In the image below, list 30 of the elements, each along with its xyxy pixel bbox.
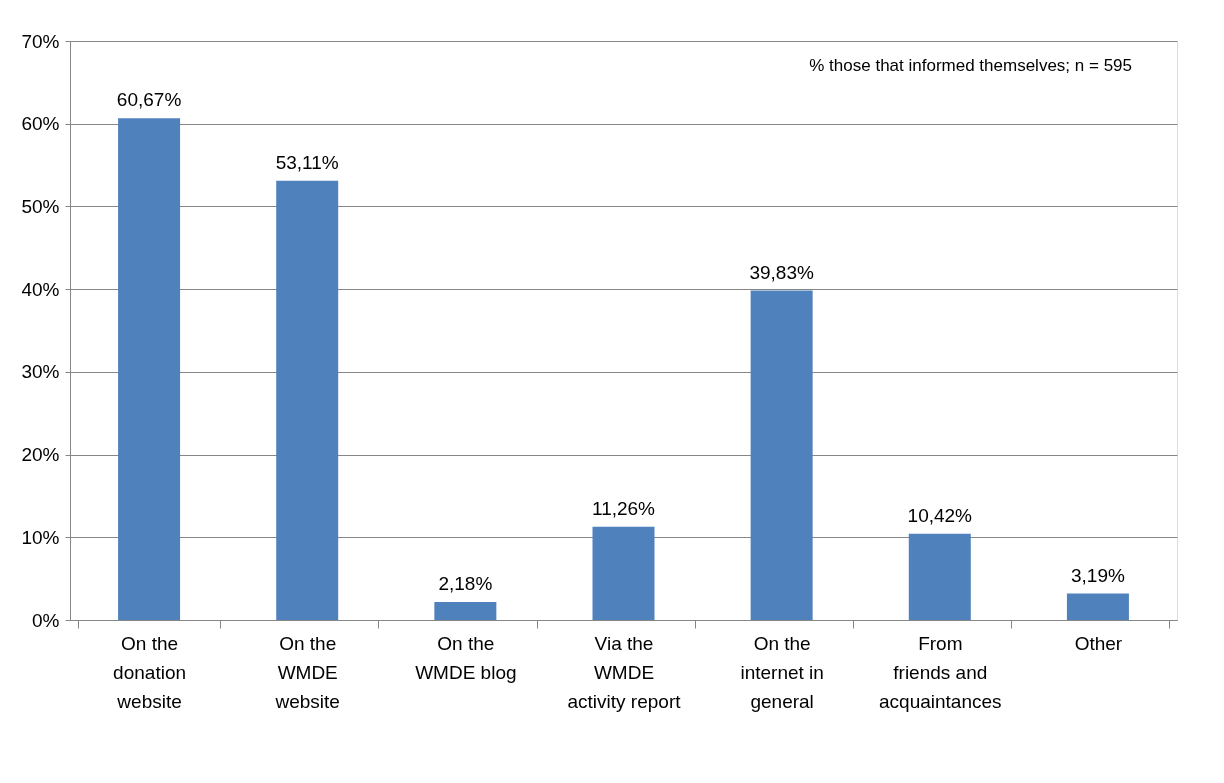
data-label: 10,42% [907, 504, 973, 526]
bar [434, 601, 497, 620]
y-tick-label: 70% [21, 30, 60, 52]
y-tick-label: 30% [21, 361, 60, 383]
data-label: 3,19% [1070, 564, 1125, 586]
bar [276, 180, 339, 620]
y-tick-label: 10% [21, 526, 60, 548]
x-tick-label: On the WMDE blog [415, 632, 517, 683]
x-tick-label: On the donation website [113, 632, 187, 712]
x-tick-label: On the internet in general [740, 632, 824, 712]
x-tick-label: From friends and acquaintances [879, 632, 1002, 712]
y-tick-label: 20% [21, 444, 60, 466]
x-tick-label: On the WMDE website [274, 632, 340, 712]
data-label: 11,26% [591, 497, 656, 519]
bar [750, 290, 813, 620]
y-tick-label: 0% [32, 609, 60, 631]
y-tick-label: 50% [21, 195, 60, 217]
y-tick-label: 40% [21, 278, 60, 300]
bar [908, 533, 971, 620]
bar [118, 118, 181, 620]
x-tick-label: Other [1074, 632, 1123, 654]
annotation: % those that informed themselves; n = 595 [809, 56, 1132, 75]
bar [592, 526, 655, 620]
x-tick-label: Via the WMDE activity report [567, 632, 682, 712]
data-label: 39,83% [749, 261, 814, 283]
y-tick-label: 60% [21, 113, 60, 135]
data-label: 53,11% [275, 151, 339, 173]
data-label: 60,67% [116, 89, 182, 111]
data-label: 2,18% [438, 572, 493, 594]
bar [1066, 593, 1129, 620]
